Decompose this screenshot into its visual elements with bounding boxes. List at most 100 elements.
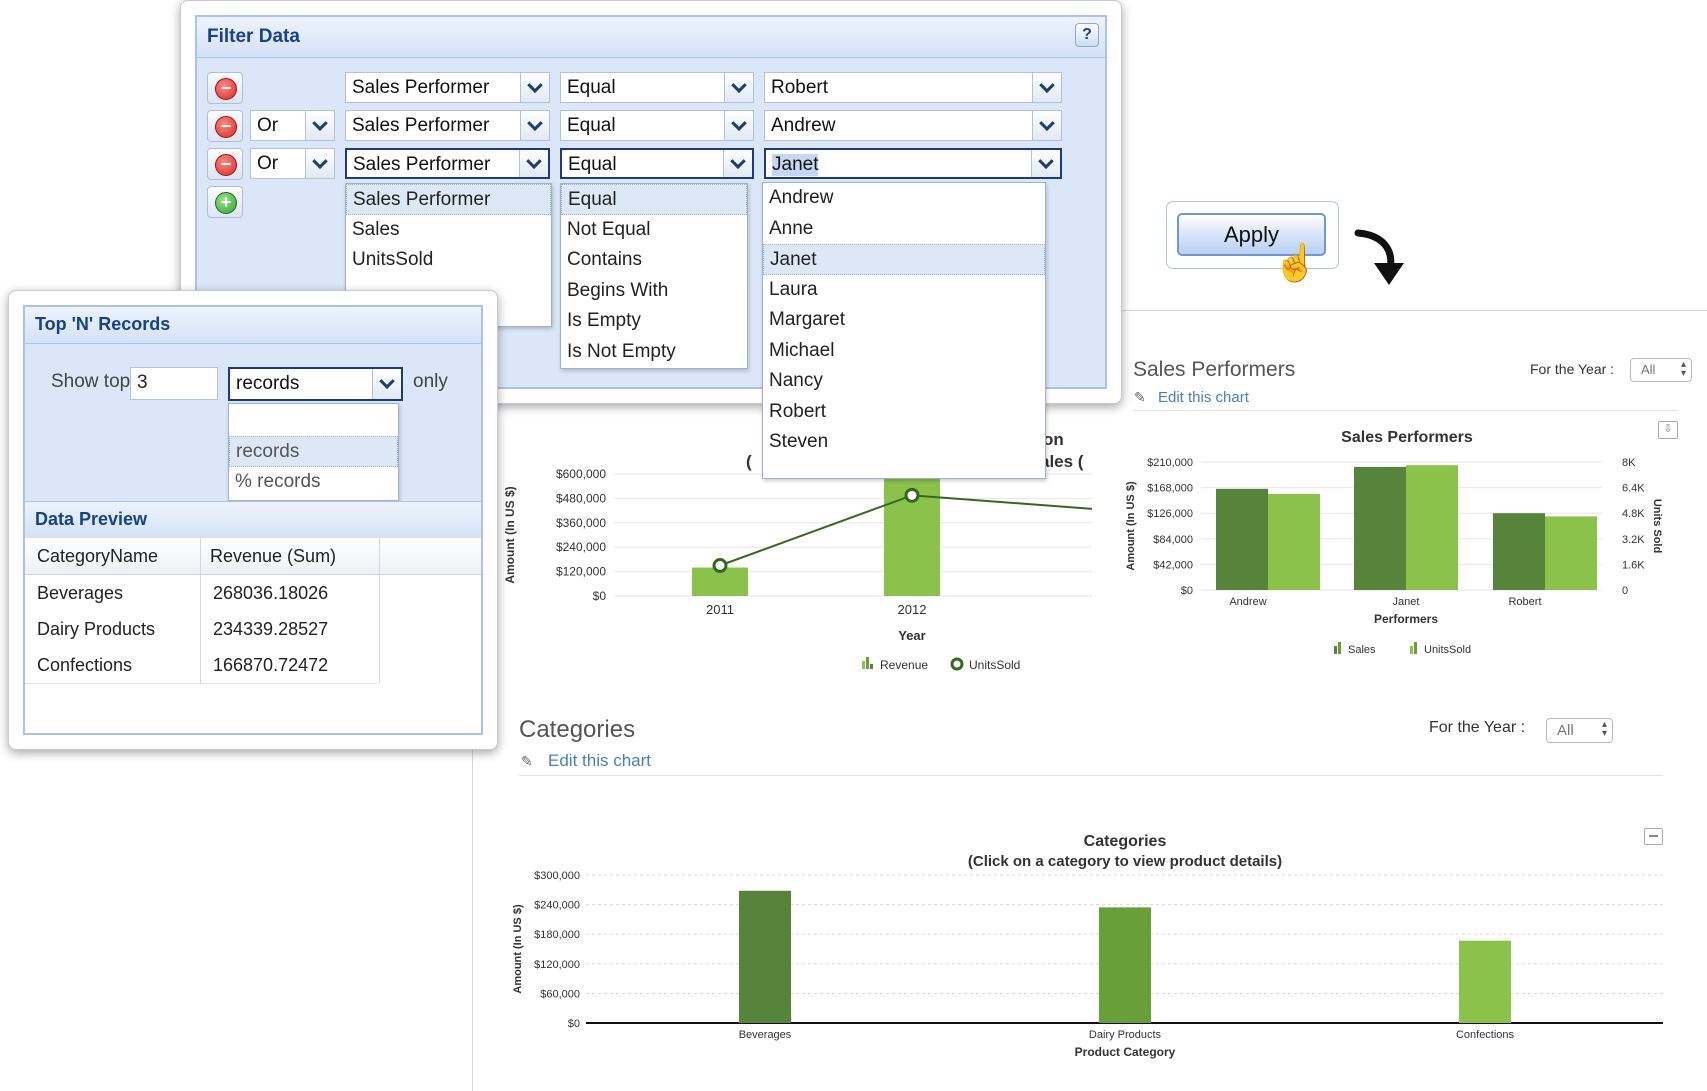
value-option[interactable]: Anne [769, 217, 814, 239]
connector-select[interactable]: Or [250, 110, 335, 141]
year-select[interactable]: All ▴ ▾ [1630, 358, 1692, 382]
record-unit-dropdown: records % records [228, 403, 399, 501]
unit-option[interactable]: % records [235, 470, 321, 492]
operator-option[interactable]: Not Equal [567, 218, 651, 240]
section-title: Data Preview [35, 509, 148, 529]
unitssold-bar [1268, 494, 1320, 590]
y-tick-label: $60,000 [540, 988, 580, 1000]
operator-select[interactable]: Equal [560, 148, 754, 179]
legend-bar-icon [1338, 642, 1341, 654]
edit-chart-link[interactable]: Edit this chart [548, 751, 651, 770]
field-option[interactable]: Sales Performer [346, 184, 551, 215]
y-tick-label: $168,000 [1147, 483, 1193, 495]
chevron-down-icon [312, 114, 328, 131]
operator-option[interactable]: Is Not Empty [567, 340, 676, 362]
y-tick-label: $180,000 [534, 929, 580, 941]
y-tick-label: $300,000 [534, 870, 580, 882]
table-row[interactable]: Beverages 268036.18026 [25, 575, 379, 612]
data-preview-header: Data Preview [25, 501, 481, 539]
remove-row-button[interactable]: − [207, 148, 243, 180]
operator-option[interactable]: Begins With [567, 279, 669, 301]
categories-plot: Categories (Click on a category to view p… [512, 833, 1663, 1059]
unitssold-point [904, 487, 920, 503]
field-option[interactable]: UnitsSold [352, 249, 434, 270]
x-axis-title: Performers [1374, 612, 1438, 626]
chevron-down-icon [527, 114, 543, 131]
hand-cursor-icon: ☝ [1273, 242, 1318, 283]
y-tick-label: $240,000 [556, 540, 606, 554]
value-option[interactable]: Steven [769, 431, 829, 452]
value-option[interactable]: Michael [769, 339, 835, 361]
operator-select[interactable]: Equal [560, 72, 754, 103]
divider [519, 775, 1663, 776]
connector-select[interactable]: Or [250, 148, 335, 179]
remove-row-button[interactable]: − [207, 110, 243, 142]
select-arrows-icon: ▴ ▾ [1680, 359, 1686, 379]
operator-option[interactable]: Is Empty [567, 310, 641, 331]
column-header[interactable]: CategoryName [37, 546, 159, 566]
value-select[interactable]: Janet [764, 148, 1062, 179]
unit-option[interactable]: records [229, 436, 398, 467]
field-select[interactable]: Sales Performer [345, 72, 550, 103]
chevron-down-icon [731, 114, 747, 131]
chevron-down-icon [526, 152, 542, 169]
field-option[interactable]: Sales [352, 218, 400, 240]
chart-menu-icon[interactable] [1644, 828, 1663, 845]
category-bar [739, 890, 791, 1023]
table-row[interactable]: Dairy Products 234339.28527 [25, 611, 379, 648]
category-cell: Dairy Products [37, 619, 156, 639]
top-count-input[interactable]: 3 [130, 367, 218, 400]
value-select[interactable]: Robert [764, 72, 1062, 103]
help-icon[interactable]: ? [1075, 23, 1099, 47]
chevron-down-icon [379, 373, 395, 390]
sales-performers-plot: Sales Performers $0 0 $42,000 1.6K $84,000 3.2… [1125, 429, 1663, 656]
x-axis-title: Product Category [1075, 1045, 1176, 1059]
x-tick-label: Andrew [1229, 596, 1266, 608]
unit-option[interactable] [229, 404, 398, 436]
x-tick-label: Confections [1456, 1029, 1515, 1041]
legend-label: UnitsSold [1424, 644, 1471, 656]
top-n-body: Top 'N' Records Show top 3 records only … [23, 305, 483, 735]
field-select[interactable]: Sales Performer [345, 110, 550, 141]
value-option[interactable]: Laura [769, 278, 818, 300]
value-dropdown: Andrew Anne Janet Laura Margaret Michael… [762, 182, 1046, 479]
pencil-icon: ✎ [1134, 389, 1146, 405]
operator-option[interactable]: Contains [567, 249, 642, 270]
download-icon[interactable]: ⇩ [1658, 421, 1678, 439]
minus-icon: − [215, 116, 237, 138]
column-header[interactable]: Revenue (Sum) [210, 546, 337, 566]
y-tick-label: $42,000 [1153, 559, 1193, 571]
add-row-button[interactable]: + [207, 186, 243, 218]
operator-select[interactable]: Equal [560, 110, 754, 141]
window-title: Top 'N' Records [35, 314, 171, 334]
only-label: only [413, 371, 448, 392]
field-select[interactable]: Sales Performer [345, 148, 550, 179]
legend-label: Sales [1348, 644, 1376, 656]
panel-title: Sales Performers [1133, 358, 1296, 381]
apply-button[interactable]: Apply [1177, 213, 1326, 256]
value-option[interactable]: Andrew [769, 187, 834, 208]
grid-header: CategoryName Revenue (Sum) [25, 538, 481, 575]
sales-performers-chart: Sales Performers $0 0 $42,000 1.6K $84,000 3.2… [1125, 429, 1663, 656]
edit-chart-link[interactable]: Edit this chart [1158, 389, 1249, 406]
value-option[interactable]: Nancy [769, 370, 823, 391]
year-select[interactable]: All ▴ ▾ [1546, 718, 1613, 743]
table-row[interactable]: Confections 166870.72472 [25, 647, 379, 684]
record-unit-select[interactable]: records [228, 367, 403, 401]
legend-label: UnitsSold [969, 658, 1020, 672]
value-option[interactable]: Janet [763, 244, 1045, 275]
chevron-down-icon [1038, 152, 1054, 169]
value-select[interactable]: Andrew [764, 110, 1062, 141]
value-option[interactable]: Robert [769, 400, 827, 422]
remove-row-button[interactable]: − [207, 72, 243, 104]
category-bar [1459, 940, 1511, 1023]
legend-bar-icon [1410, 646, 1413, 654]
operator-option[interactable]: Equal [561, 184, 747, 215]
chart-title: Sales Performers [1341, 429, 1473, 446]
value-option[interactable]: Margaret [769, 309, 846, 330]
sales-bar [1216, 488, 1268, 590]
show-top-label: Show top [51, 371, 131, 392]
y-tick-label: $360,000 [556, 516, 606, 530]
sales-bar [1354, 466, 1406, 590]
top-n-window: Top 'N' Records Show top 3 records only … [8, 290, 498, 750]
